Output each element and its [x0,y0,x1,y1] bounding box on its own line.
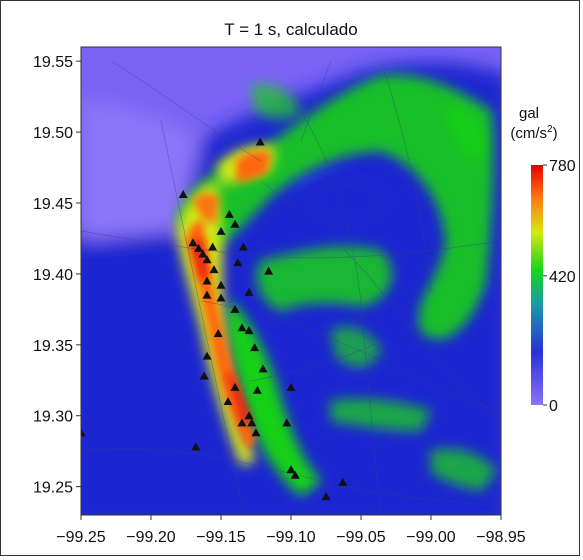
map-title: T = 1 s, calculado [224,20,357,39]
colorbar-unit-bottom: (cm/s [510,125,547,142]
station-marker [250,343,260,352]
y-tick-label: 19.55 [33,54,73,71]
colorbar-ticks: 780 420 0 [543,158,576,415]
station-marker [202,290,212,299]
x-tick-label: −99.05 [336,529,385,546]
station-marker [178,189,188,198]
station-marker [252,385,262,394]
colorbar-unit-close: ) [553,125,558,142]
station-marker [233,258,243,267]
y-tick-label: 19.50 [33,125,73,142]
station-marker [286,382,296,391]
station-marker [244,411,254,420]
x-tick-label: −99.10 [266,529,315,546]
station-marker [199,371,209,380]
green-zone [175,74,497,497]
x-tick-label: −98.95 [476,529,525,546]
hot-core [191,238,251,426]
station-marker [258,364,268,373]
colorbar-unit-top: gal [519,105,539,122]
station-marker [209,265,219,274]
colorbar-unit: (cm/s2) [510,124,557,142]
station-marker [198,249,208,258]
station-marker [290,470,300,479]
station-marker [230,382,240,391]
y-tick-label: 19.45 [33,196,73,213]
station-marker [244,287,254,296]
x-tick-label: −99.20 [126,529,175,546]
station-marker [202,255,212,264]
colorbar-unit-sup: 2 [547,124,553,135]
y-tick-label: 19.35 [33,338,73,355]
station-marker [286,465,296,474]
station-markers [81,137,348,501]
colorbar: gal (cm/s2) 780 420 0 [510,105,575,415]
plot-area [81,47,501,515]
x-axis: −99.25 −99.20 −99.15 −99.10 −99.05 −99.00 −98.… [56,515,526,546]
station-marker [224,209,234,218]
station-marker [216,226,226,235]
station-marker [321,492,331,501]
colorbar-tick-label: 780 [549,158,576,175]
station-marker [188,238,198,247]
colorbar-tick-label: 420 [549,269,576,286]
station-marker [216,280,226,289]
station-marker [216,293,226,302]
station-marker [194,243,204,252]
road-overlay [81,60,501,515]
x-tick-label: −99.25 [56,529,105,546]
station-marker [244,326,254,335]
station-marker [238,242,248,251]
station-marker [213,328,223,337]
station-marker [237,418,247,427]
colorbar-tick-label: 0 [549,398,558,415]
station-marker [338,477,348,486]
station-marker [282,418,292,427]
x-tick-label: −99.15 [196,529,245,546]
station-marker [264,266,274,275]
colorbar-gradient [531,165,543,405]
y-tick-label: 19.25 [33,480,73,497]
y-tick-label: 19.30 [33,409,73,426]
station-marker [223,397,233,406]
x-tick-label: −99.00 [406,529,455,546]
station-marker [230,219,240,228]
station-marker [191,442,201,451]
station-marker [81,428,86,437]
station-marker [202,276,212,285]
station-marker [255,137,265,146]
station-marker [247,418,257,427]
station-marker [251,428,261,437]
y-tick-label: 19.40 [33,267,73,284]
station-marker [237,323,247,332]
station-marker [202,351,212,360]
station-marker [208,242,218,251]
y-axis: 19.25 19.30 19.35 19.40 19.45 19.50 19.55 [33,54,81,497]
station-marker [230,304,240,313]
